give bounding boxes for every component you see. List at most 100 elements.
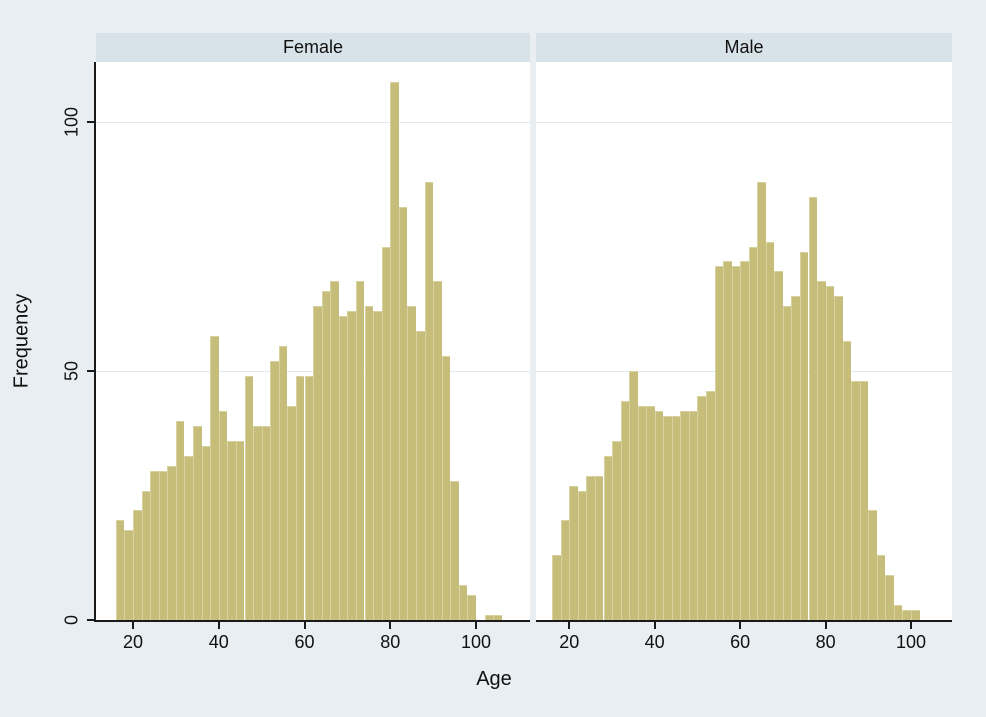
x-axis-title: Age — [476, 668, 512, 690]
histogram-bar — [330, 281, 339, 620]
histogram-bar — [569, 485, 578, 620]
x-tick-label: 20 — [559, 632, 580, 652]
x-axis-line-male — [536, 620, 952, 622]
histogram-bar — [210, 336, 219, 620]
histogram-bar — [218, 410, 228, 620]
x-tick-label: 60 — [730, 632, 751, 652]
x-tick-label: 60 — [294, 632, 315, 652]
histogram-bar — [381, 246, 391, 620]
histogram-bar — [757, 181, 766, 620]
histogram-bar — [441, 356, 451, 620]
histogram-bar — [637, 405, 647, 620]
histogram-bar — [133, 510, 142, 620]
histogram-bar — [184, 455, 193, 620]
x-tick-label: 40 — [208, 632, 229, 652]
histogram-bar — [467, 595, 476, 620]
histogram-bar — [842, 341, 852, 620]
histogram-bar — [706, 390, 715, 620]
histogram-bar — [799, 251, 809, 620]
gridline-y-100 — [536, 122, 952, 123]
histogram-bar — [115, 520, 125, 620]
histogram-bar — [586, 475, 595, 620]
x-tick — [653, 622, 656, 629]
histogram-bar — [398, 206, 408, 620]
histogram-bar — [278, 346, 288, 620]
histogram-bar — [851, 381, 860, 620]
histogram-bar — [175, 420, 185, 620]
gridline-y-50 — [96, 371, 530, 372]
histogram-bar — [321, 291, 331, 620]
histogram-bar — [167, 465, 176, 620]
histogram-bar — [407, 306, 416, 620]
histogram-bar — [825, 286, 835, 620]
histogram-bar — [433, 281, 442, 620]
histogram-bar — [723, 261, 732, 620]
histogram-bar — [493, 615, 502, 620]
histogram-bar — [774, 271, 783, 620]
histogram-bar — [620, 400, 630, 620]
histogram-bar — [150, 470, 159, 620]
histogram-bar — [124, 530, 133, 620]
histogram-bar — [270, 361, 279, 620]
histogram-bar — [390, 82, 399, 620]
histogram-bar — [817, 281, 826, 620]
x-tick — [303, 622, 306, 629]
x-axis-line-female — [94, 620, 530, 622]
x-tick — [824, 622, 827, 629]
gridline-y-100 — [96, 122, 530, 123]
histogram-bar — [808, 196, 817, 620]
x-tick — [132, 622, 134, 629]
histogram-bar — [450, 480, 459, 620]
histogram-bar — [731, 266, 741, 620]
histogram-bar — [552, 555, 561, 620]
histogram-bar — [834, 296, 843, 620]
histogram-bar — [603, 455, 612, 620]
histogram-bar — [902, 610, 911, 620]
histogram-bar — [748, 246, 758, 620]
histogram-bar — [791, 296, 800, 620]
panel-header-female: Female — [96, 33, 530, 62]
panel-title: Male — [724, 37, 764, 57]
histogram-bar — [868, 510, 877, 620]
histogram-bar — [295, 376, 305, 620]
x-tick — [475, 622, 477, 629]
x-tick-label: 20 — [122, 632, 144, 652]
y-axis-title: Frequency — [10, 293, 33, 389]
histogram-bar — [141, 490, 151, 620]
x-tick — [739, 622, 742, 629]
y-tick-label: 0 — [61, 614, 82, 626]
histogram-bar — [347, 311, 356, 620]
histogram-bar — [893, 605, 903, 620]
y-axis-line — [94, 62, 96, 622]
histogram-bar — [765, 241, 775, 620]
histogram-bar — [364, 306, 374, 620]
x-tick-label: 80 — [815, 632, 836, 652]
histogram-bar — [629, 371, 638, 620]
histogram-bar — [782, 306, 792, 620]
histogram-bar — [680, 410, 689, 620]
histogram-bar — [577, 490, 587, 620]
histogram-bar — [287, 405, 296, 620]
histogram-bar — [355, 281, 365, 620]
histogram-bar — [313, 306, 322, 620]
y-tick-label: 50 — [61, 360, 82, 382]
histogram-bar — [338, 316, 348, 620]
x-tick-label: 100 — [895, 632, 927, 652]
histogram-bar — [885, 575, 894, 620]
x-tick — [217, 622, 220, 629]
histogram-bar — [612, 440, 621, 620]
histogram-bar — [560, 520, 570, 620]
histogram-bar — [671, 415, 681, 620]
x-tick — [568, 622, 571, 629]
histogram-bar — [911, 610, 920, 620]
panel-header-male: Male — [536, 33, 952, 62]
y-tick — [87, 370, 94, 372]
histogram-bar — [594, 475, 604, 620]
x-tick — [910, 622, 912, 629]
y-tick — [87, 121, 94, 123]
histogram-bar — [201, 445, 211, 620]
histogram-bar — [714, 266, 723, 620]
histogram-bar — [663, 415, 672, 620]
histogram-bar — [859, 381, 869, 620]
histogram-bar — [304, 376, 314, 620]
